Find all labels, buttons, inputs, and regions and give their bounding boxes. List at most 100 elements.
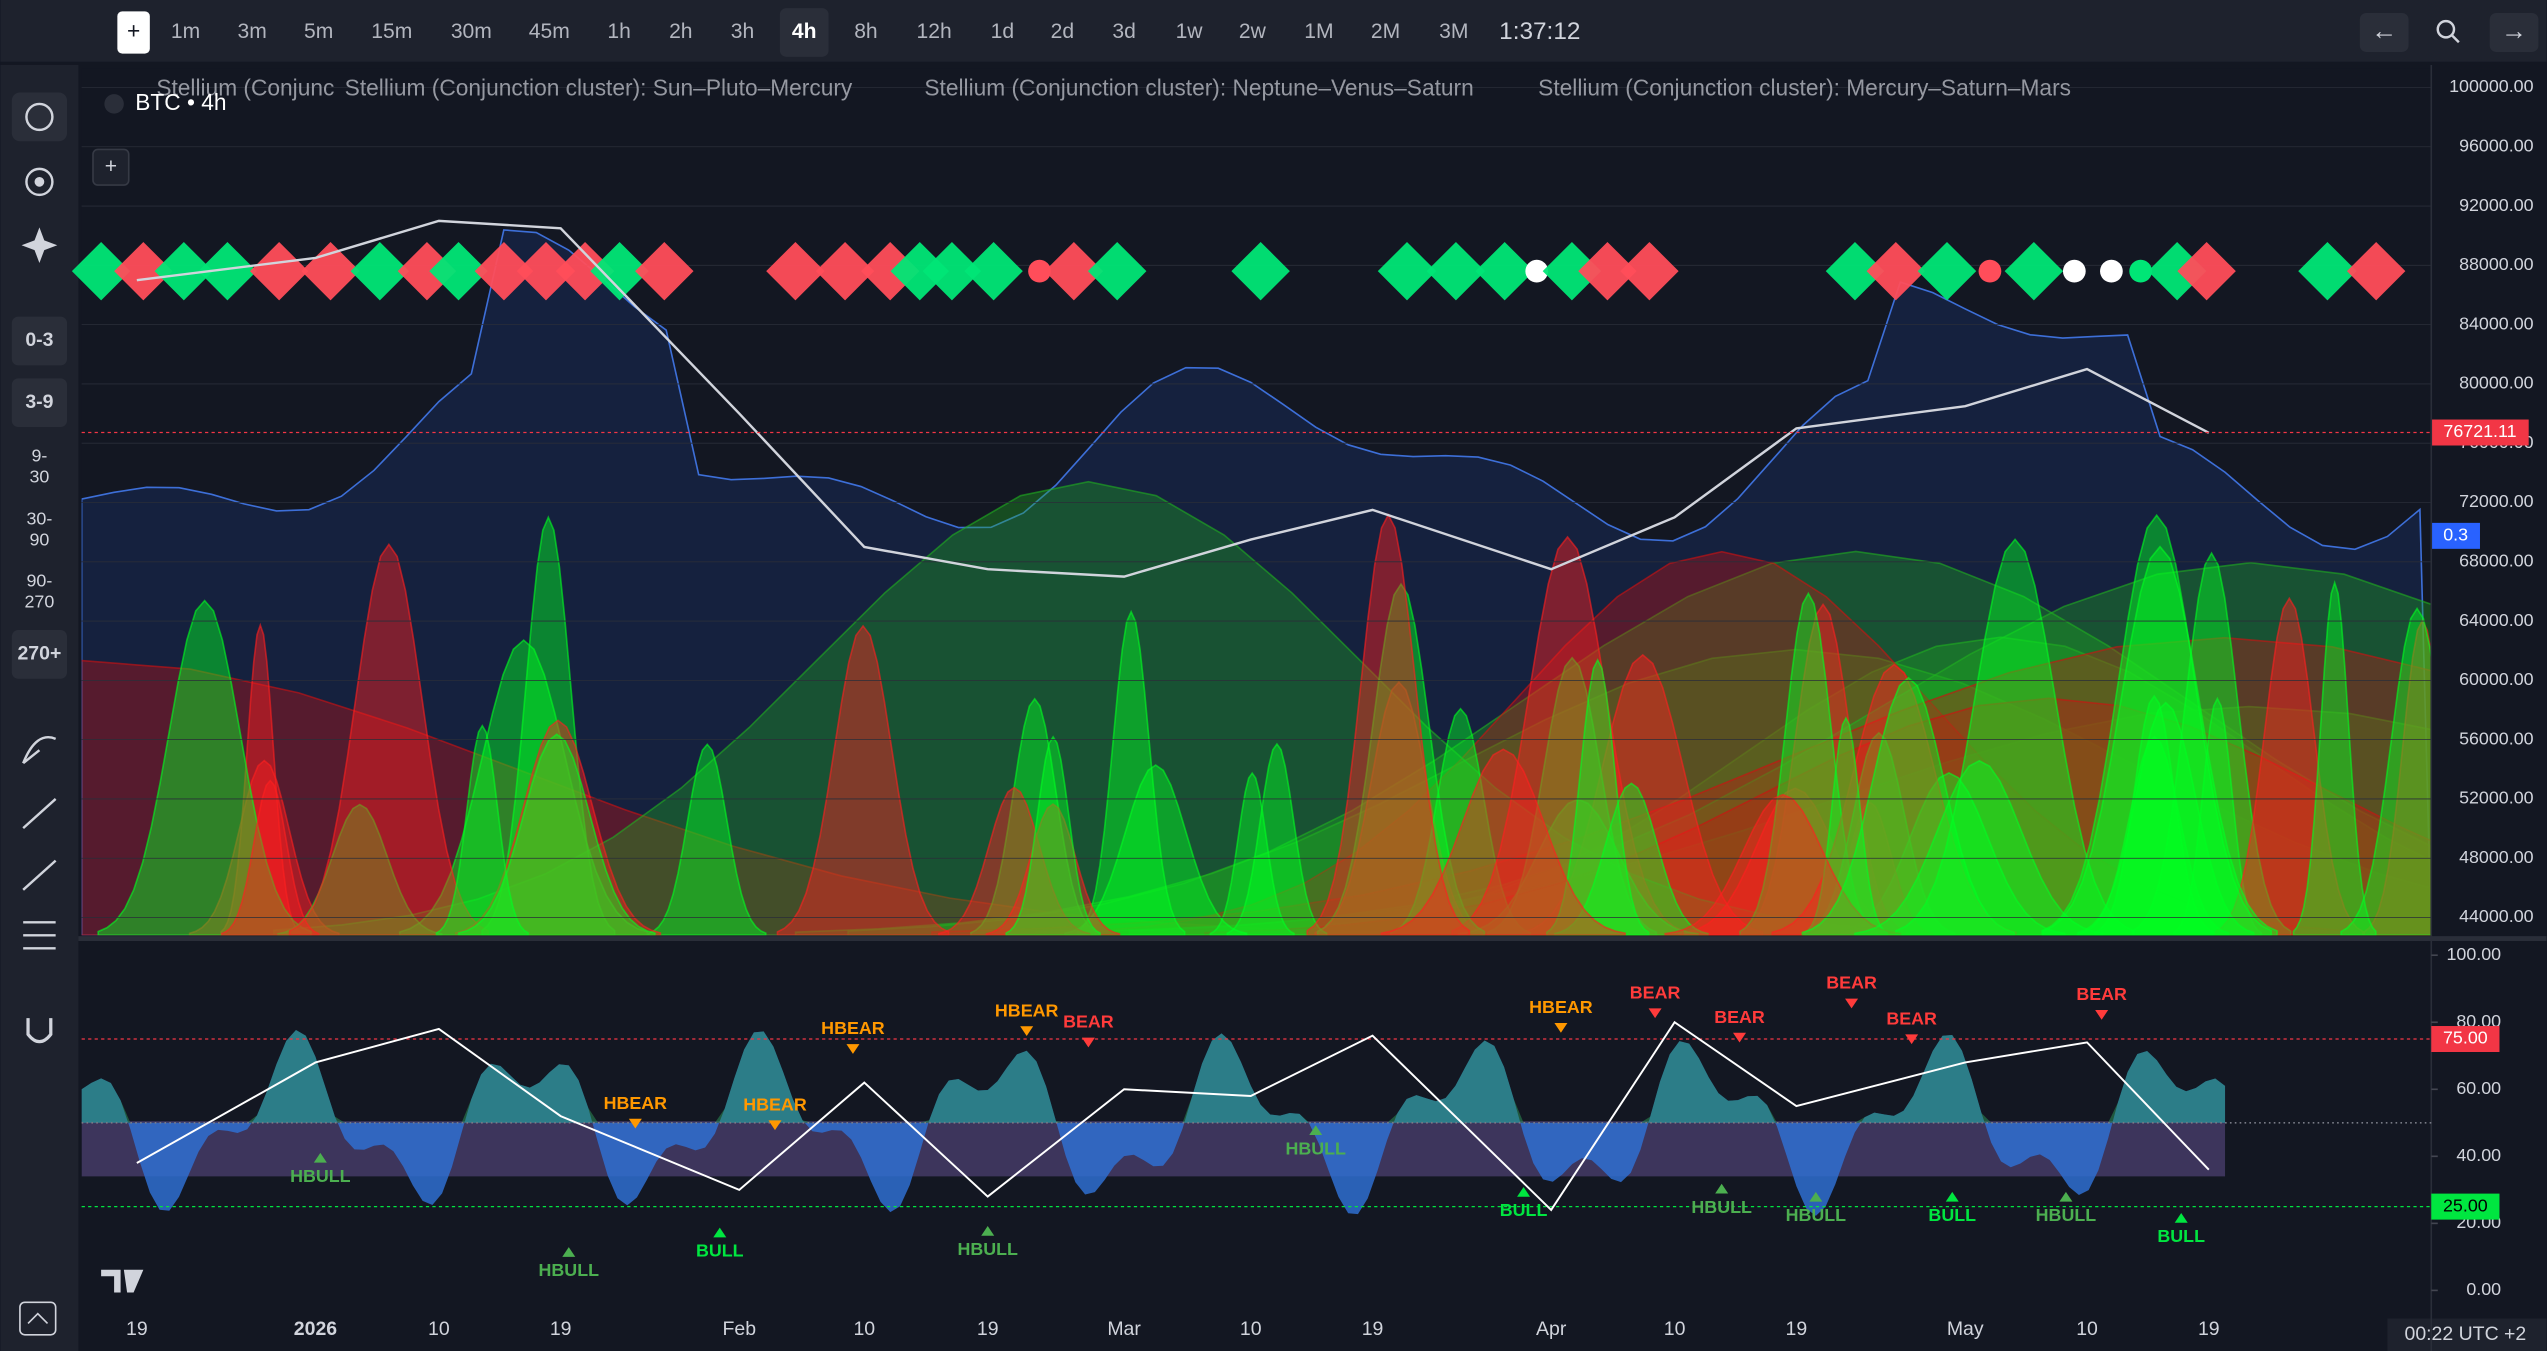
range-button[interactable]: 90-270 xyxy=(25,570,55,611)
legend-text: Stellium (Conjunction cluster): Neptune–… xyxy=(924,74,1473,100)
active-interval xyxy=(779,8,829,57)
cycle-wave xyxy=(1076,609,1186,936)
cycle-wave xyxy=(1806,801,1934,936)
interval-button[interactable]: 1m xyxy=(171,20,200,43)
cycle-wave xyxy=(1895,538,2136,936)
interval-button[interactable]: 2d xyxy=(1051,20,1074,43)
signal-arrow xyxy=(1809,1191,1823,1202)
interval-button[interactable]: 1w xyxy=(1176,20,1204,43)
search-icon[interactable] xyxy=(2436,19,2456,39)
cycle-wave xyxy=(937,786,1091,936)
event-dot xyxy=(2062,259,2086,283)
cycle-wave xyxy=(97,599,312,936)
cycle-wave xyxy=(2292,579,2377,936)
interval-button[interactable]: 30m xyxy=(451,20,492,43)
signal-arrow xyxy=(1648,1008,1662,1019)
range-button[interactable]: 9-30 xyxy=(29,445,49,486)
search-icon-handle xyxy=(2451,34,2460,44)
y-tick-label: 96000.00 xyxy=(2459,135,2534,155)
event-diamond xyxy=(429,241,488,301)
add-button[interactable] xyxy=(117,11,150,54)
cycle-wave xyxy=(2042,545,2278,936)
legend-text: Stellium (Conjunc xyxy=(156,74,334,100)
range-button[interactable]: 0-3 xyxy=(25,329,53,351)
event-diamond xyxy=(815,241,875,301)
interval-button[interactable]: 3m xyxy=(237,20,266,43)
event-diamond xyxy=(1620,241,1679,301)
cycle-wave xyxy=(2076,701,2255,936)
moon-icon xyxy=(25,102,54,132)
band-label: 75.00 xyxy=(2443,1028,2488,1048)
interval-button[interactable]: 8h xyxy=(854,20,877,43)
range-button[interactable]: 30-90 xyxy=(27,508,53,549)
x-tick-label: 19 xyxy=(977,1318,999,1340)
status-box xyxy=(2387,1318,2547,1351)
event-dot xyxy=(2100,259,2123,283)
interval-button[interactable]: 1d xyxy=(991,20,1014,43)
interval-button[interactable]: 1h xyxy=(607,20,630,43)
x-tick-label: 19 xyxy=(550,1318,572,1340)
plus-button[interactable] xyxy=(92,148,130,186)
interval-button[interactable]: 3d xyxy=(1112,20,1135,43)
chevron xyxy=(27,1312,49,1324)
cycle-wave xyxy=(1521,653,1764,936)
event-diamond xyxy=(766,241,825,301)
signal-arrow xyxy=(713,1227,727,1238)
cycle-wave xyxy=(1801,676,2016,936)
interval-button[interactable]: 45m xyxy=(529,20,570,43)
magnet-icon xyxy=(26,1018,53,1044)
collapse-button[interactable] xyxy=(19,1301,57,1336)
event-diamond xyxy=(635,241,694,301)
interval-button[interactable]: 5m xyxy=(304,20,333,43)
event-diamond xyxy=(964,241,1023,301)
x-tick-label: 2026 xyxy=(294,1318,337,1340)
interval-button[interactable]: 4h xyxy=(792,20,817,43)
interval-button[interactable]: 1M xyxy=(1304,20,1333,43)
event-diamond xyxy=(2004,241,2064,301)
interval-button[interactable]: 3M xyxy=(1439,20,1468,43)
y-tick-label: 40.00 xyxy=(2456,1145,2501,1165)
signal-label: HBEAR xyxy=(821,1018,885,1038)
signal-arrow xyxy=(1309,1125,1323,1136)
interval-button[interactable]: 2h xyxy=(669,20,692,43)
main-layer xyxy=(81,229,2432,936)
back-button[interactable] xyxy=(2359,12,2409,52)
cycle-wave xyxy=(1094,550,2350,936)
interval-button[interactable]: 3h xyxy=(731,20,754,43)
event-diamond xyxy=(1231,241,1290,301)
signal-arrow xyxy=(1517,1186,1531,1197)
status-clock: 00:22 UTC +2 xyxy=(2404,1323,2526,1345)
icon-active xyxy=(11,92,68,142)
forward-button[interactable] xyxy=(2489,12,2539,52)
signal-label: HBULL xyxy=(1691,1197,1752,1217)
x-tick-label: Apr xyxy=(1536,1318,1567,1340)
interval-button[interactable]: 15m xyxy=(371,20,412,43)
y-tick-label: 68000.00 xyxy=(2459,551,2534,571)
y-tick-label: 56000.00 xyxy=(2459,728,2534,748)
signal-arrow xyxy=(1081,1037,1095,1048)
cycle-wave xyxy=(1390,707,1532,936)
range-part: 90- xyxy=(27,570,53,590)
line-icon xyxy=(22,798,57,830)
interval-button[interactable]: 12h xyxy=(917,20,952,43)
event-dot xyxy=(2129,259,2153,283)
interval-button[interactable]: 2w xyxy=(1239,20,1267,43)
cycle-wave xyxy=(1802,731,1956,936)
x-tick-label: 19 xyxy=(126,1318,148,1340)
y-tick-label: 60000.00 xyxy=(2459,669,2534,689)
range-button[interactable]: 270+ xyxy=(17,643,61,665)
event-diamond xyxy=(2346,241,2406,301)
cycle-wave xyxy=(188,759,340,936)
signal-label: BULL xyxy=(1928,1205,1976,1225)
cycle-wave xyxy=(1204,697,2432,936)
osc-fill-pos xyxy=(81,1029,2226,1123)
interval-button[interactable]: 2M xyxy=(1371,20,1400,43)
arrow-icon: → xyxy=(2501,15,2527,45)
event-diamond xyxy=(890,241,950,301)
signal-label: HBULL xyxy=(539,1260,600,1280)
event-diamond xyxy=(1044,241,1104,301)
cycle-wave xyxy=(277,803,443,936)
range-button[interactable]: 3-9 xyxy=(25,391,53,413)
signal-label: HBULL xyxy=(290,1166,351,1186)
cycle-wave xyxy=(220,622,301,936)
